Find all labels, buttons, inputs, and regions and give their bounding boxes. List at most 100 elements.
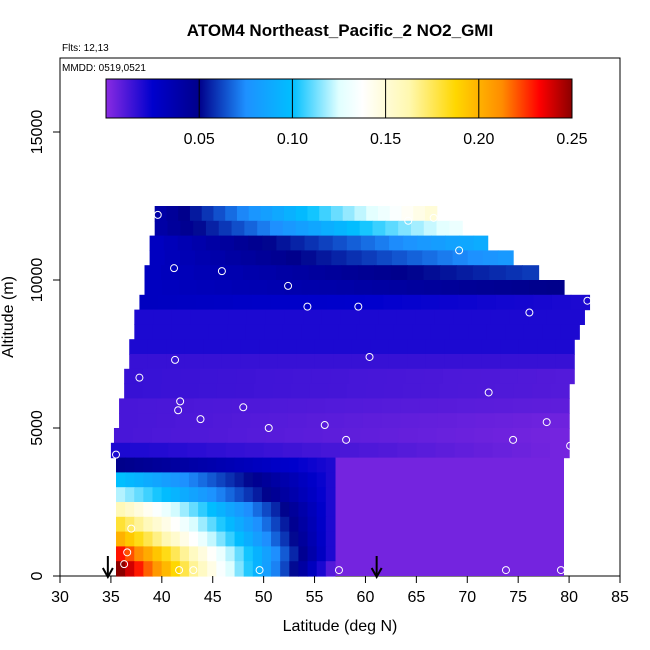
curtain-cell xyxy=(436,220,450,237)
curtain-cell xyxy=(518,354,538,370)
curtain-cell xyxy=(445,235,461,251)
curtain-cell xyxy=(328,383,348,399)
curtain-cell xyxy=(130,442,150,459)
curtain-cell xyxy=(456,413,476,429)
low-level-cell xyxy=(298,546,309,562)
curtain-cell xyxy=(177,235,193,251)
curtain-cell xyxy=(321,220,335,237)
curtain-cell xyxy=(277,339,297,355)
low-level-cell xyxy=(316,531,327,547)
curtain-cell xyxy=(214,280,233,296)
low-level-cell xyxy=(152,502,163,518)
curtain-cell xyxy=(262,235,277,251)
curtain-cell xyxy=(417,235,432,251)
sample-point xyxy=(176,397,185,406)
low-level-cell xyxy=(261,531,272,547)
curtain-cell xyxy=(402,383,422,399)
low-level-cell xyxy=(271,502,281,518)
low-level-cell xyxy=(243,502,254,518)
curtain-cell xyxy=(149,442,169,459)
low-level-cell xyxy=(316,561,327,577)
low-level-cell xyxy=(207,457,217,473)
curtain-cell xyxy=(505,265,523,281)
low-level-cell xyxy=(225,457,236,473)
low-level-cell xyxy=(198,487,208,503)
curtain-cell xyxy=(351,354,371,370)
curtain-cell xyxy=(156,413,176,429)
curtain-cell xyxy=(240,354,260,370)
curtain-cell xyxy=(490,309,510,325)
curtain-cell xyxy=(274,368,294,385)
curtain-cell xyxy=(253,383,274,399)
low-level-cell xyxy=(271,546,281,562)
low-level-cell xyxy=(271,487,281,503)
curtain-cell xyxy=(154,220,169,237)
curtain-cell xyxy=(455,428,475,444)
curtain-cell xyxy=(227,324,247,340)
low-level-cell xyxy=(280,472,290,488)
curtain-cell xyxy=(314,354,334,370)
low-level-cell xyxy=(307,472,318,488)
curtain-cell xyxy=(180,220,194,237)
sample-point xyxy=(120,560,129,569)
flight-arrows xyxy=(101,556,383,580)
x-axis-label: Latitude (deg N) xyxy=(283,618,398,635)
low-level-cell xyxy=(125,457,135,473)
curtain-cell xyxy=(203,354,223,370)
curtain-cell xyxy=(255,250,272,266)
curtain-cell xyxy=(346,235,362,251)
curtain-cell xyxy=(513,383,533,399)
low-level-cell xyxy=(170,531,181,547)
curtain-cell xyxy=(486,324,506,340)
curtain-cell xyxy=(379,428,400,444)
curtain-cell xyxy=(354,280,373,296)
low-level-cell xyxy=(170,487,181,503)
curtain-cell xyxy=(292,368,313,385)
low-level-cell xyxy=(289,546,300,562)
curtain-cell xyxy=(226,265,244,281)
curtain-cell xyxy=(199,368,219,385)
low-level-cell xyxy=(152,487,163,503)
low-level-cell xyxy=(116,472,126,488)
curtain-cell xyxy=(517,368,538,385)
curtain-cell xyxy=(481,354,501,370)
curtain-cell xyxy=(227,428,248,444)
curtain-cell xyxy=(456,265,474,281)
curtain-cell xyxy=(259,339,279,355)
low-level-cell xyxy=(216,487,227,503)
curtain-cell xyxy=(423,265,441,281)
low-level-cell xyxy=(170,502,181,518)
sample-point xyxy=(175,566,184,575)
curtain-cell xyxy=(362,413,383,429)
curtain-cell xyxy=(208,428,229,444)
curtain-cell xyxy=(187,442,207,459)
curtain-cell xyxy=(522,265,540,281)
curtain-cell xyxy=(511,280,530,296)
curtain-cell xyxy=(180,368,200,385)
curtain-cell xyxy=(415,309,435,325)
sample-point xyxy=(255,566,264,575)
curtain-cell xyxy=(425,354,446,370)
low-level-cell xyxy=(143,472,154,488)
sample-point xyxy=(303,302,312,311)
curtain-cell xyxy=(528,309,548,325)
low-level-cell xyxy=(280,502,290,518)
curtain-cell xyxy=(444,339,464,355)
low-level-cell xyxy=(280,531,290,547)
low-level-cell xyxy=(152,546,163,562)
low-level-cell xyxy=(261,546,272,562)
curtain-cell xyxy=(431,235,446,251)
curtain-cell xyxy=(216,383,236,399)
curtain-cells xyxy=(110,206,591,577)
curtain-cell xyxy=(325,398,345,414)
curtain-cell xyxy=(518,339,538,355)
low-level-cell xyxy=(225,502,236,518)
curtain-cell xyxy=(119,398,139,414)
low-level-cell xyxy=(234,457,245,473)
curtain-cell xyxy=(550,442,570,459)
curtain-cell xyxy=(364,294,384,311)
curtain-cell xyxy=(437,413,458,429)
low-level-cell xyxy=(261,487,272,503)
curtain-cell xyxy=(338,324,358,340)
curtain-cell xyxy=(167,220,181,237)
